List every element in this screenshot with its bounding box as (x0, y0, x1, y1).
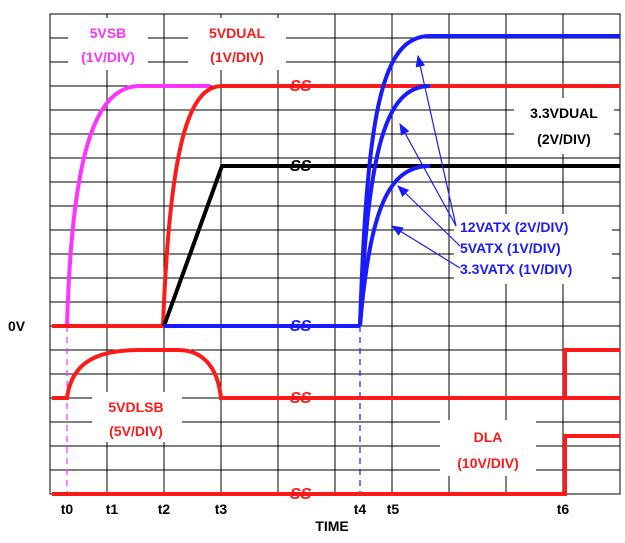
zero-volt-label: 0V (8, 318, 26, 334)
label-5vatx: 5VATX (1V/DIV) (460, 240, 561, 256)
time-marker-t6: t6 (557, 501, 570, 517)
label-5vsb-name: 5VSB (90, 25, 127, 41)
label-dla-name: DLA (474, 429, 503, 445)
time-marker-t4: t4 (354, 501, 367, 517)
label-dla-scale: (10V/DIV) (457, 455, 518, 471)
v5sb-waveform (52, 84, 210, 328)
time-marker-t1: t1 (106, 501, 119, 517)
time-marker-t3: t3 (215, 501, 228, 517)
time-marker-t2: t2 (158, 501, 171, 517)
break-symbol-3v3dual: SS (290, 158, 312, 175)
x-axis-label: TIME (315, 518, 348, 534)
break-symbol-dla: SS (290, 486, 312, 503)
label-5vdual-scale: (1V/DIV) (210, 49, 264, 65)
dla-upper-waveform (562, 348, 620, 400)
time-markers: t0 t1 t2 t3 t4 t5 t6 (61, 501, 570, 517)
label-5vdlsb-name: 5VDLSB (108, 399, 163, 415)
v5dual-waveform (52, 84, 620, 328)
label-3v3dual-name: 3.3VDUAL (530, 105, 598, 121)
break-symbols: SS SS SS SS SS (290, 78, 312, 503)
time-marker-t5: t5 (387, 501, 400, 517)
arrow-12vatx-2 (399, 122, 457, 227)
v5atx-waveform (358, 84, 431, 327)
v33dual-waveform (162, 164, 620, 327)
label-5vdlsb-scale: (5V/DIV) (109, 423, 163, 439)
break-symbol-5vdual: SS (290, 78, 312, 95)
arrow-3v3atx (390, 225, 461, 269)
label-3v3atx: 3.3VATX (1V/DIV) (460, 261, 572, 277)
v5dlsb-waveform (52, 348, 620, 400)
label-12vatx: 12VATX (2V/DIV) (460, 219, 568, 235)
arrow-12vatx (415, 54, 457, 227)
break-symbol-5vdlsb: SS (290, 390, 312, 407)
time-marker-t0: t0 (61, 501, 74, 517)
break-symbol-atx: SS (290, 318, 312, 335)
signal-labels: 5VSB (1V/DIV) 5VDUAL (1V/DIV) 3.3VDUAL (… (81, 25, 598, 471)
v33atx-waveform (358, 164, 431, 327)
atx-arrows (390, 54, 461, 269)
dla-waveform (52, 434, 620, 496)
label-backdrops (68, 18, 614, 532)
label-5vdual-name: 5VDUAL (209, 25, 265, 41)
label-5vsb-scale: (1V/DIV) (81, 49, 135, 65)
arrow-5vatx (397, 185, 461, 247)
label-3v3dual-scale: (2V/DIV) (537, 131, 591, 147)
